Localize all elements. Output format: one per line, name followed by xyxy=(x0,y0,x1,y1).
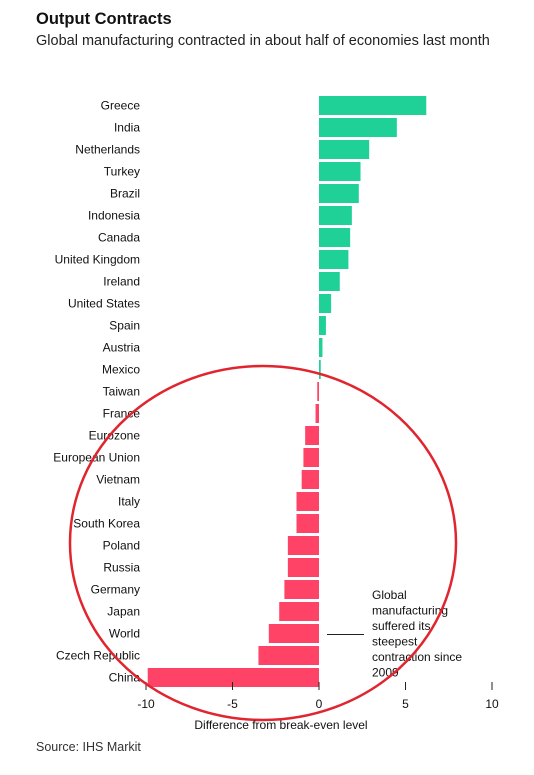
category-label: Brazil xyxy=(110,187,140,201)
bar-european-union xyxy=(303,448,319,467)
category-label: Germany xyxy=(91,583,140,597)
bar-world xyxy=(268,624,319,643)
x-tick-label: 10 xyxy=(485,697,499,711)
category-label: Taiwan xyxy=(103,385,140,399)
category-label: Russia xyxy=(103,561,140,575)
category-labels: Greece India Netherlands Turkey Brazil Indone… xyxy=(53,99,140,685)
bar-czech-republic xyxy=(258,646,319,665)
category-label: India xyxy=(114,121,140,135)
x-tick-label: 5 xyxy=(402,697,409,711)
bar-canada xyxy=(319,228,351,247)
bar-italy xyxy=(296,492,319,511)
chart-title: Output Contracts xyxy=(36,10,172,28)
category-label: Mexico xyxy=(102,363,140,377)
bar-vietnam xyxy=(301,470,319,489)
highlight-circle xyxy=(68,364,458,722)
category-label: Indonesia xyxy=(88,209,140,223)
bar-germany xyxy=(284,580,319,599)
category-label: Spain xyxy=(109,319,140,333)
bar-ireland xyxy=(319,272,340,291)
annotation-text: steepest xyxy=(372,635,418,649)
category-label: European Union xyxy=(53,451,140,465)
bar-austria xyxy=(319,338,323,357)
bar-indonesia xyxy=(319,206,352,225)
category-label: South Korea xyxy=(73,517,140,531)
bar-mexico xyxy=(319,360,321,379)
category-label: France xyxy=(103,407,141,421)
bar-spain xyxy=(319,316,326,335)
annotation-text: manufacturing xyxy=(372,604,448,618)
annotation-text: contraction since xyxy=(372,650,462,664)
bar-india xyxy=(319,118,397,137)
bar-south-korea xyxy=(296,514,319,533)
x-tick-label: -5 xyxy=(227,697,238,711)
category-label: Greece xyxy=(101,99,141,113)
category-label: World xyxy=(109,627,140,641)
category-label: Japan xyxy=(107,605,140,619)
bar-united-kingdom xyxy=(319,250,349,269)
category-label: Vietnam xyxy=(96,473,140,487)
bar-brazil xyxy=(319,184,359,203)
category-label: Netherlands xyxy=(75,143,140,157)
annotation-text: suffered its xyxy=(372,619,430,633)
category-label: Poland xyxy=(103,539,140,553)
bar-greece xyxy=(319,96,427,115)
x-tick-label: 0 xyxy=(316,697,323,711)
category-label: Eurozone xyxy=(89,429,141,443)
x-tick-label: -10 xyxy=(137,697,155,711)
bar-france xyxy=(315,404,319,423)
bar-netherlands xyxy=(319,140,370,159)
category-label: Austria xyxy=(103,341,141,355)
annotation-text: Global xyxy=(372,588,407,602)
bar-russia xyxy=(287,558,319,577)
bar-turkey xyxy=(319,162,361,181)
bar-china xyxy=(147,668,319,687)
category-label: United States xyxy=(68,297,140,311)
category-label: Ireland xyxy=(103,275,140,289)
category-label: Turkey xyxy=(104,165,140,179)
category-label: Czech Republic xyxy=(56,649,140,663)
bar-taiwan xyxy=(317,382,319,401)
bar-japan xyxy=(279,602,319,621)
category-label: Italy xyxy=(118,495,140,509)
chart-subtitle: Global manufacturing contracted in about… xyxy=(36,33,490,49)
bar-eurozone xyxy=(305,426,319,445)
source-note: Source: IHS Markit xyxy=(36,740,141,754)
bars-layer xyxy=(147,96,427,687)
category-label: United Kingdom xyxy=(55,253,140,267)
category-label: Canada xyxy=(98,231,140,245)
x-axis-title: Difference from break-even level xyxy=(194,718,367,732)
bar-united-states xyxy=(319,294,332,313)
bar-poland xyxy=(287,536,319,555)
